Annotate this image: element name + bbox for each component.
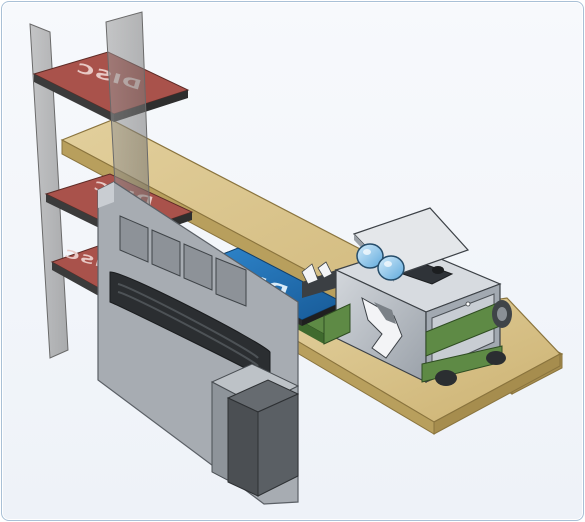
inspection-unit <box>301 207 512 386</box>
gateway-frame <box>97 181 300 505</box>
conveyor-icon <box>323 303 351 345</box>
binoculars-icon <box>356 243 405 281</box>
